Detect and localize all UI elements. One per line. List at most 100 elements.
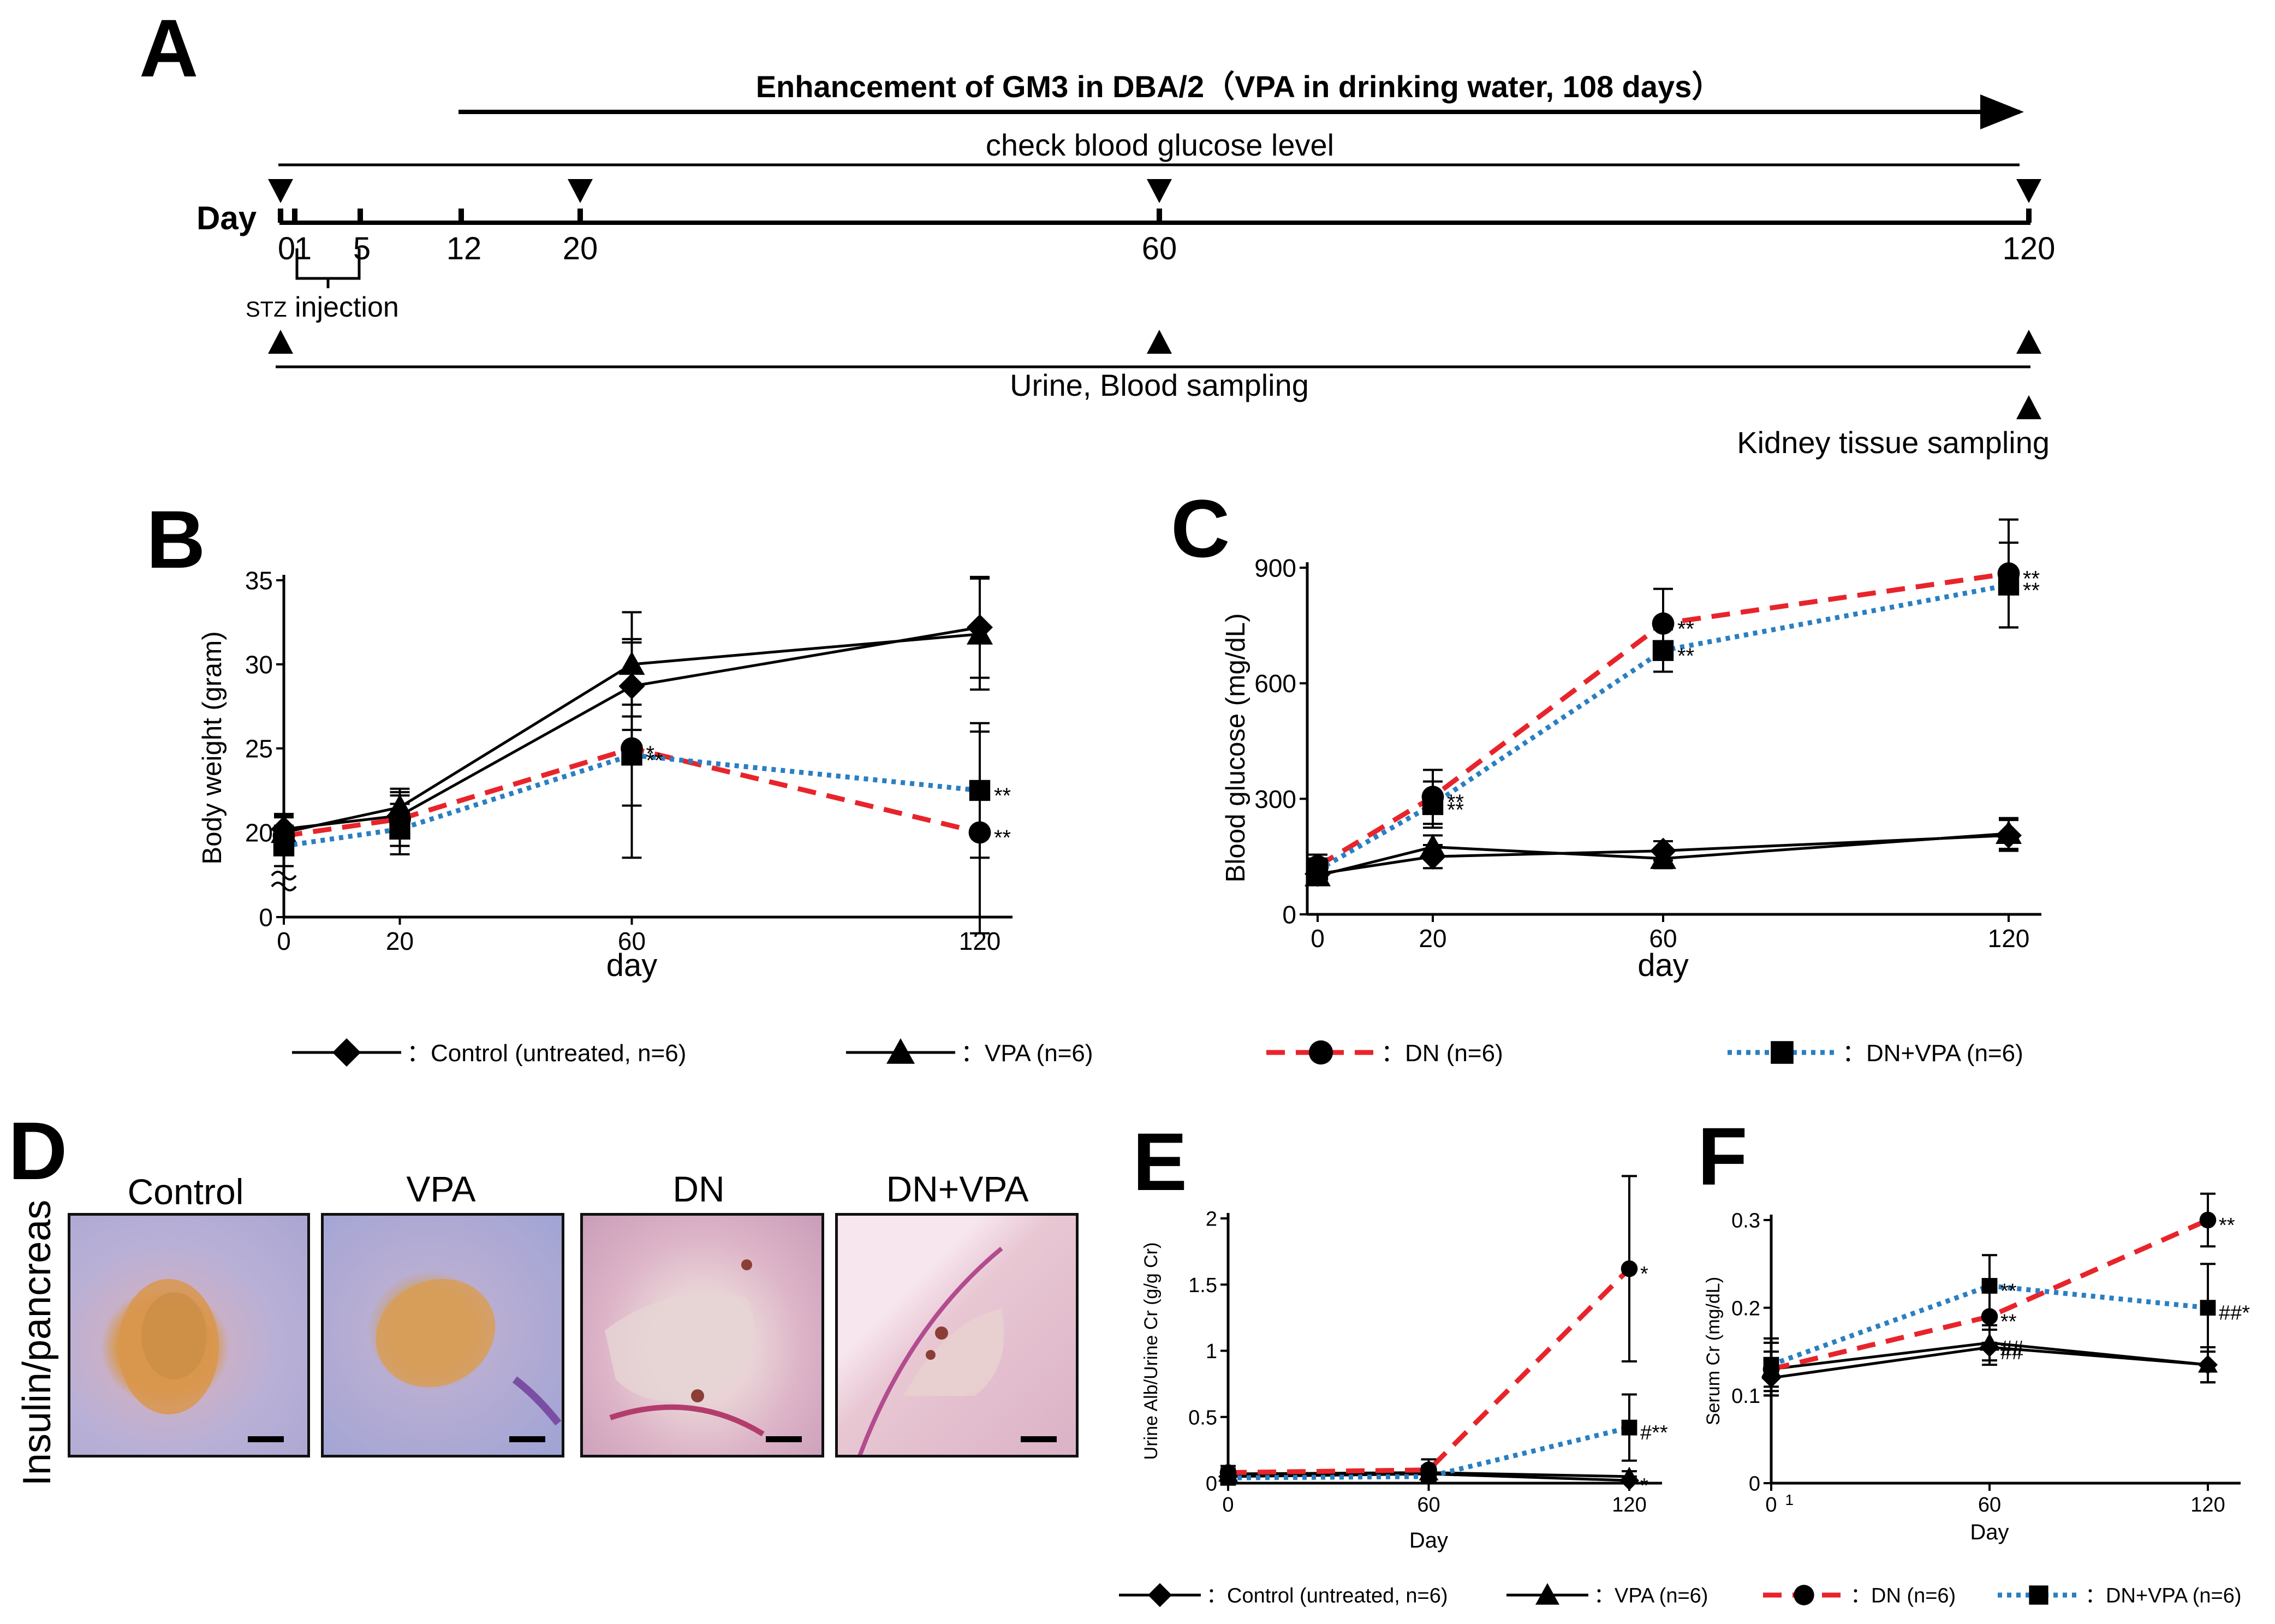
y-tick-label: 20 (245, 819, 273, 847)
stz-prefix: STZ (246, 298, 287, 322)
legend-label: ：Control (untreated, n=6) (1206, 1585, 1448, 1608)
x-tick-label: 0 (1311, 924, 1325, 953)
series-line (1317, 832, 2009, 877)
x-axis-label: day (1637, 948, 1689, 983)
series-line (283, 746, 981, 838)
panel-label-a: A (139, 2, 198, 94)
x-tick-label: 0 (277, 927, 291, 955)
data-point-square (1421, 1468, 1437, 1485)
islet-drawing (857, 1246, 1057, 1455)
significance-label: ** (2023, 579, 2040, 603)
y-tick-label: 0 (1282, 901, 1296, 929)
y-tick-label: 0 (1749, 1473, 1760, 1496)
significance-label: ** (646, 748, 663, 772)
data-point-triangle (967, 621, 993, 645)
histology-image-vpa (321, 1213, 564, 1458)
panel-label-b: B (146, 493, 205, 585)
x-tick-label: 120 (1988, 924, 2030, 953)
timeline-tick-label-60: 60 (1142, 231, 1177, 266)
significance-label: #** (1640, 1421, 1668, 1444)
legend-marker-triangle (1535, 1583, 1559, 1605)
series-line (283, 633, 980, 834)
x-axis-label: Day (1409, 1528, 1448, 1552)
histology-image-dn (580, 1213, 824, 1458)
y-tick-label: 0 (1206, 1473, 1217, 1496)
y-axis-label: Serum Cr (mg/dL) (1703, 1277, 1724, 1425)
data-point-square (621, 745, 642, 766)
stz-suffix: injection (287, 292, 399, 323)
data-point-square (2200, 1300, 2216, 1316)
data-point-triangle (2198, 1355, 2218, 1373)
series-dn-vpa: #** (1220, 1393, 1668, 1486)
sampling-marker-0 (268, 330, 293, 354)
histology-title-vpa: VPA (406, 1169, 476, 1209)
panel-label-e: E (1133, 1116, 1187, 1207)
y-tick-label: 300 (1254, 785, 1296, 813)
panel-label-c: C (1171, 483, 1230, 574)
series-dn-vpa: ****** (1307, 542, 2040, 883)
enhancement-label: Enhancement of GM3 in DBA/2（VPA in drink… (756, 69, 1723, 104)
series-line (1316, 582, 2009, 872)
timeline-tick-label-5: 5 (353, 231, 371, 266)
x-axis-label: day (606, 948, 658, 983)
significance-label: ** (2000, 1280, 2017, 1303)
legend-marker-square (2029, 1585, 2048, 1605)
histology-image-control (68, 1213, 310, 1458)
check-glucose-label: check blood glucose level (986, 128, 1334, 162)
y-tick-label: 0.1 (1731, 1385, 1760, 1408)
stz-bracket (295, 248, 361, 288)
islet-drawing (118, 1279, 284, 1442)
legend-label: ：VPA (n=6) (961, 1040, 1093, 1067)
significance-label: ** (1677, 617, 1694, 641)
series-line (1228, 1425, 1630, 1480)
significance-label: ** (994, 784, 1011, 808)
data-point-triangle (1420, 834, 1446, 858)
islet-drawing (605, 1259, 802, 1442)
scale-bar (509, 1436, 545, 1442)
data-point-square (1652, 640, 1674, 661)
legend-label: ：Control (untreated, n=6) (407, 1040, 686, 1067)
y-tick-label: 0 (259, 903, 273, 932)
series-line (1228, 1266, 1631, 1476)
significance-label: ##* (2219, 1302, 2250, 1325)
data-point-triangle (1996, 820, 2022, 844)
data-point-circle (2199, 1211, 2217, 1229)
x-tick-label: 120 (1612, 1494, 1646, 1516)
series-line (283, 752, 980, 849)
glucose-check-marker-120 (2016, 179, 2041, 203)
data-point-triangle (1619, 1466, 1639, 1485)
legend-bottom: ：Control (untreated, n=6) ：VPA (n=6) ：DN (… (1119, 1583, 2242, 1608)
series-dn: * (1219, 1175, 1648, 1482)
legend-label: ：DN+VPA (n=6) (2085, 1585, 2242, 1608)
panel-label-f: F (1698, 1110, 1748, 1202)
y-tick-label: 1 (1206, 1340, 1217, 1363)
series-dn-vpa: ** ** (273, 703, 1011, 867)
significance-label: ## (2000, 1337, 2023, 1360)
y-tick-label: 35 (245, 567, 273, 595)
axis-break (271, 871, 297, 891)
glucose-check-marker-20 (568, 179, 593, 203)
data-point-square (1981, 1278, 1998, 1294)
sampling-marker-60 (1147, 330, 1172, 354)
histology-image-dnvpa (835, 1213, 1079, 1458)
x-tick-label: 60 (1978, 1494, 2001, 1516)
day-label: Day (196, 200, 257, 236)
x-tick-label: 20 (1419, 924, 1446, 953)
x-tick-label: 0 (1765, 1494, 1777, 1516)
scale-bar (766, 1436, 802, 1442)
x-tick-label: 60 (1417, 1494, 1440, 1516)
y-tick-label: 600 (1254, 669, 1296, 698)
data-point-square (1422, 794, 1444, 816)
y-tick-label: 0.3 (1731, 1210, 1760, 1233)
timeline-tick-label-120: 120 (2003, 231, 2056, 266)
histology-title-dn: DN (672, 1169, 725, 1209)
x-tick-label: 60 (618, 927, 646, 955)
legend-label: ：DN+VPA (n=6) (1842, 1040, 2023, 1067)
timeline-tick-label-12: 12 (446, 231, 482, 266)
stz-label: STZ injection (246, 292, 399, 323)
series-dn-vpa: ** ##* (1763, 1254, 2250, 1393)
glucose-check-marker-0 (268, 179, 293, 203)
scale-bar (248, 1436, 284, 1442)
y-axis-label: Blood glucose (mg/dL) (1220, 613, 1250, 882)
x-tick-label: 120 (2190, 1494, 2225, 1516)
